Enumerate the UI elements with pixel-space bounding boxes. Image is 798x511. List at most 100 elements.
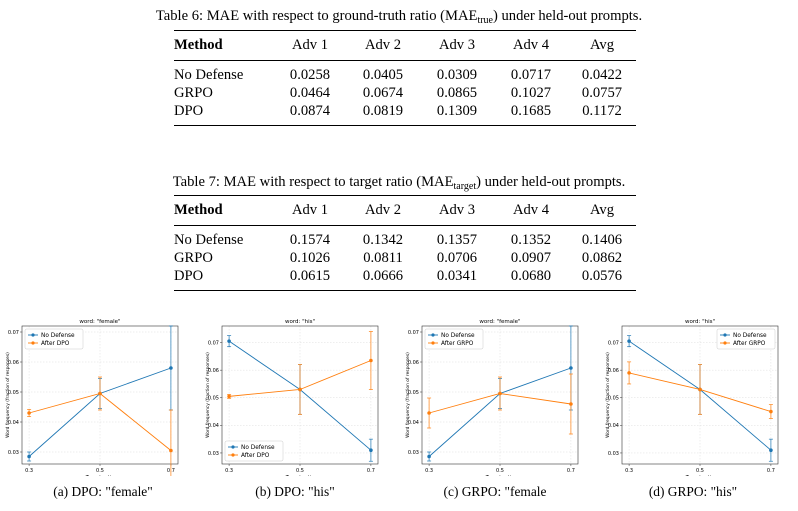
data-point (569, 366, 573, 370)
y-tick-label: 0.05 (408, 390, 419, 396)
table-cell: 0.0674 (362, 85, 404, 101)
x-tick-label: 0.3 (425, 468, 433, 474)
y-axis-label: Word frequency (fraction of responses) (5, 352, 11, 438)
legend-label: No Defense (241, 445, 275, 451)
table-cell: GRPO (174, 250, 213, 266)
legend-box (224, 440, 284, 462)
legend-box (24, 328, 84, 350)
data-point (369, 358, 373, 363)
y-tick-label: 0.06 (208, 368, 219, 374)
data-point (169, 366, 173, 370)
y-axis-label: Word frequency (fraction of responses) (405, 352, 411, 438)
chart-grpo-female: word: "female" 0.03 0.04 0.05 0.06 0.07 0.3 0.5… (405, 319, 579, 476)
chart-title: word: "female" (79, 319, 120, 325)
legend-label: After GRPO (733, 341, 766, 347)
legend-box (424, 328, 484, 350)
table-header-row: Method Adv 1 Adv 2 Adv 3 Adv 4 Avg (174, 30, 636, 61)
data-point (169, 448, 173, 453)
legend-marker (723, 333, 727, 337)
x-tick-label: 0.7 (567, 468, 575, 474)
x-axis-label: Target ratio (485, 475, 515, 476)
table-cell: 0.0865 (436, 85, 478, 101)
table6-caption: Table 6: MAE with respect to ground-trut… (155, 8, 643, 26)
x-axis-label: Target ratio (685, 475, 715, 476)
chart-grpo-his: word: "his" 0.03 0.04 0.05 0.06 0.07 0.3 0.5 0.7… (605, 319, 779, 476)
table-cell: No Defense (174, 67, 244, 83)
legend-label: After DPO (41, 341, 70, 347)
header-method: Method (174, 202, 223, 218)
table-cell: 0.1309 (436, 103, 478, 119)
chart-title: word: "female" (479, 319, 520, 325)
data-point (769, 409, 773, 414)
table-row: DPO 0.0615 0.0666 0.0341 0.0680 0.0576 (174, 268, 636, 291)
table-row: No Defense 0.1574 0.1342 0.1357 0.1352 0… (174, 226, 636, 250)
legend-marker (31, 341, 35, 345)
y-tick-label: 0.05 (8, 390, 19, 396)
table-cell: 0.1027 (510, 85, 552, 101)
y-tick-label: 0.06 (8, 360, 19, 366)
table-cell: 0.0576 (581, 268, 623, 284)
table-cell: DPO (174, 103, 204, 119)
header-adv2: Adv 2 (364, 202, 402, 218)
table-cell: 0.0819 (362, 103, 404, 119)
x-tick-label: 0.3 (625, 468, 633, 474)
table-cell: 0.1342 (362, 232, 404, 248)
legend-marker (231, 453, 235, 457)
data-point (427, 411, 431, 415)
table-cell: 0.0811 (363, 250, 403, 266)
x-axis-label: Target ratio (85, 475, 115, 476)
subcaption-a: (a) DPO: "female" (53, 484, 153, 499)
table-cell: 0.0341 (436, 268, 478, 284)
table-header-row: Method Adv 1 Adv 2 Adv 3 Adv 4 Avg (174, 195, 636, 226)
plot-grpo-female: word: "female" 0.03 0.04 0.05 0.06 0.07 0.3 0.5… (402, 316, 584, 476)
x-tick-label: 0.3 (225, 468, 233, 474)
y-tick-label: 0.06 (608, 368, 619, 374)
legend-label: No Defense (441, 333, 475, 339)
y-tick-label: 0.07 (608, 340, 619, 346)
legend-label: No Defense (41, 333, 75, 339)
plot-grpo-his: word: "his" 0.03 0.04 0.05 0.06 0.07 0.3 0.5 0.7… (602, 316, 784, 476)
legend-marker (723, 341, 727, 345)
legend-marker (231, 445, 235, 449)
table-cell: 0.1357 (436, 232, 478, 248)
table-cell: 0.0615 (289, 268, 331, 284)
y-axis-label: Word frequency (fraction of responses) (205, 352, 211, 438)
table-row: GRPO 0.1026 0.0811 0.0706 0.0907 0.0862 (174, 249, 636, 268)
data-point (769, 448, 773, 452)
data-point (498, 391, 502, 396)
y-tick-label: 0.07 (8, 330, 19, 336)
table-cell: No Defense (174, 232, 244, 248)
data-point (227, 339, 231, 343)
subcaption-b: (b) DPO: "his" (255, 484, 335, 499)
data-point (27, 454, 31, 459)
legend-label: After DPO (241, 453, 270, 459)
legend-label: After GRPO (441, 341, 474, 347)
x-tick-label: 0.7 (367, 468, 375, 474)
header-adv1: Adv 1 (291, 202, 329, 218)
data-point (298, 387, 302, 392)
plot-dpo-female: word: "female" 0.03 0.04 0.05 0.06 0.07 0.3 0.5… (2, 316, 184, 476)
plot-dpo-his: word: "his" 0.03 0.04 0.05 0.06 0.07 0.3 0.5 0.7… (202, 316, 384, 476)
header-adv1: Adv 1 (291, 37, 329, 53)
table-cell: 0.0680 (510, 268, 552, 284)
x-tick-label: 0.5 (296, 468, 304, 474)
x-tick-label: 0.5 (696, 468, 704, 474)
x-tick-label: 0.5 (96, 468, 104, 474)
x-tick-label: 0.7 (767, 468, 775, 474)
table-cell: 0.0874 (289, 103, 331, 119)
table-cell: 0.1352 (510, 232, 552, 248)
header-method: Method (174, 37, 223, 53)
header-adv2: Adv 2 (364, 37, 402, 53)
table-cell: 0.0717 (510, 67, 552, 83)
table-cell: 0.0405 (362, 67, 404, 83)
y-tick-label: 0.06 (408, 360, 419, 366)
table-cell: 0.1026 (289, 250, 331, 266)
y-tick-label: 0.07 (408, 330, 419, 336)
y-axis-label: Word frequency (fraction of responses) (605, 352, 611, 438)
header-adv3: Adv 3 (438, 202, 476, 218)
legend-label: No Defense (733, 333, 767, 339)
table7: Method Adv 1 Adv 2 Adv 3 Adv 4 Avg No De… (174, 195, 636, 291)
table-cell: 0.0757 (581, 85, 623, 101)
y-tick-label: 0.03 (8, 450, 19, 456)
table-cell: 0.0464 (289, 85, 331, 101)
